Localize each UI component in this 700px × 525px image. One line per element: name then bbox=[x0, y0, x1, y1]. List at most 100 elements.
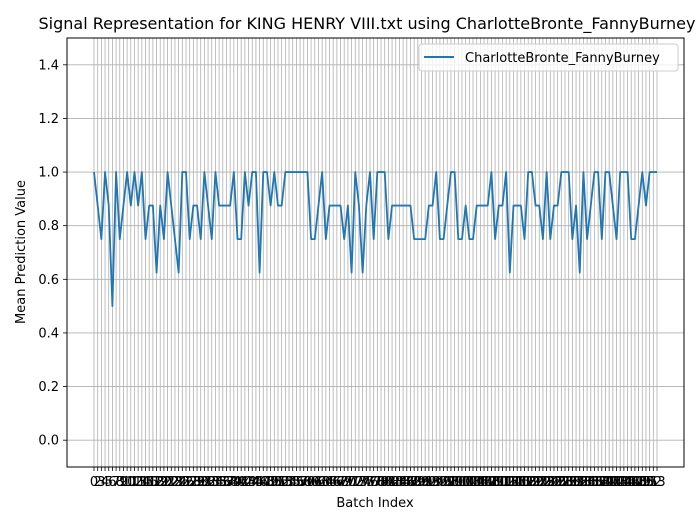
x-tick-label: 84 bbox=[391, 475, 408, 490]
x-tick-label: 0 bbox=[90, 475, 98, 490]
x-tick-label: 23 bbox=[167, 475, 184, 490]
x-tick-label: 25 bbox=[174, 475, 191, 490]
x-tick-label: 48 bbox=[259, 475, 276, 490]
x-tick-label: 10 bbox=[119, 475, 136, 490]
x-tick-label: 11 bbox=[123, 475, 140, 490]
x-tick-label: 137 bbox=[582, 475, 607, 490]
x-tick-label: 138 bbox=[586, 475, 611, 490]
x-tick-label: 98 bbox=[443, 475, 460, 490]
x-tick-label: 121 bbox=[523, 475, 548, 490]
x-tick-label: 147 bbox=[619, 475, 644, 490]
x-tick-label: 144 bbox=[608, 475, 633, 490]
x-tick-label: 38 bbox=[222, 475, 239, 490]
x-tick-label: 16 bbox=[141, 475, 158, 490]
x-tick-label: 68 bbox=[332, 475, 349, 490]
x-tick-label: 24 bbox=[170, 475, 187, 490]
x-tick-label: 102 bbox=[453, 475, 478, 490]
legend: CharlotteBronte_FannyBurney bbox=[418, 43, 679, 72]
x-tick-label: 96 bbox=[435, 475, 452, 490]
x-tick-label: 127 bbox=[545, 475, 570, 490]
x-tick-label: 93 bbox=[424, 475, 441, 490]
x-tick-label: 118 bbox=[512, 475, 537, 490]
x-tick-label: 97 bbox=[439, 475, 456, 490]
x-tick-label: 52 bbox=[273, 475, 290, 490]
x-tick-label: 65 bbox=[321, 475, 338, 490]
series-line bbox=[93, 171, 657, 308]
x-tick-label: 9 bbox=[119, 475, 127, 490]
x-tick-label: 150 bbox=[630, 475, 655, 490]
x-tick-label: 100 bbox=[446, 475, 471, 490]
x-tick-label: 47 bbox=[255, 475, 272, 490]
x-tick-label: 51 bbox=[270, 475, 287, 490]
x-tick-label: 3 bbox=[97, 475, 105, 490]
x-tick-label: 71 bbox=[343, 475, 360, 490]
series-layer bbox=[93, 171, 657, 308]
x-tick-label: 44 bbox=[244, 475, 261, 490]
x-tick-label: 125 bbox=[538, 475, 563, 490]
x-tick-label: 18 bbox=[148, 475, 165, 490]
x-tick-label: 72 bbox=[347, 475, 364, 490]
x-tick-label: 19 bbox=[152, 475, 169, 490]
x-tick-label: 146 bbox=[615, 475, 640, 490]
x-axis-label: Batch Index bbox=[336, 496, 414, 511]
x-tick-label: 145 bbox=[611, 475, 636, 490]
x-tick-label: 37 bbox=[218, 475, 235, 490]
x-tick-label: 85 bbox=[395, 475, 412, 490]
x-tick-label: 105 bbox=[464, 475, 489, 490]
x-tick-label: 80 bbox=[376, 475, 393, 490]
x-tick-label: 122 bbox=[527, 475, 552, 490]
grid bbox=[67, 38, 684, 467]
x-tick-label: 99 bbox=[446, 475, 463, 490]
x-tick-label: 79 bbox=[373, 475, 390, 490]
x-tick-label: 2 bbox=[94, 475, 102, 490]
x-tick-label: 74 bbox=[354, 475, 371, 490]
x-tick-label: 91 bbox=[417, 475, 434, 490]
x-tick-label: 151 bbox=[634, 475, 659, 490]
x-tick-label: 31 bbox=[196, 475, 213, 490]
y-tick-label: 0.6 bbox=[38, 273, 59, 288]
x-tick-label: 64 bbox=[318, 475, 335, 490]
legend-box bbox=[418, 43, 679, 72]
x-tick-label: 76 bbox=[362, 475, 379, 490]
legend-label: CharlotteBronte_FannyBurney bbox=[465, 51, 660, 66]
x-tick-label: 39 bbox=[226, 475, 243, 490]
x-tick-label: 41 bbox=[233, 475, 250, 490]
x-tick-label: 63 bbox=[314, 475, 331, 490]
x-tick-label: 92 bbox=[421, 475, 438, 490]
x-tick-label: 34 bbox=[207, 475, 224, 490]
x-tick-label: 95 bbox=[432, 475, 449, 490]
x-tick-label: 73 bbox=[351, 475, 368, 490]
x-tick-label: 132 bbox=[564, 475, 589, 490]
x-tick-label: 129 bbox=[553, 475, 578, 490]
y-tick-label: 1.4 bbox=[38, 58, 59, 73]
x-tick-label: 114 bbox=[497, 475, 522, 490]
x-tick-label: 27 bbox=[181, 475, 198, 490]
x-tick-label: 77 bbox=[365, 475, 382, 490]
x-tick-label: 130 bbox=[556, 475, 581, 490]
x-tick-label: 42 bbox=[237, 475, 254, 490]
x-tick-label: 75 bbox=[358, 475, 375, 490]
x-tick-label: 111 bbox=[486, 475, 511, 490]
x-tick-label: 13 bbox=[130, 475, 147, 490]
x-tick-label: 81 bbox=[380, 475, 397, 490]
x-tick-label: 142 bbox=[600, 475, 625, 490]
x-tick-label: 124 bbox=[534, 475, 559, 490]
x-tick-label: 35 bbox=[211, 475, 228, 490]
x-tick-label: 119 bbox=[516, 475, 541, 490]
y-tick-label: 1.0 bbox=[38, 166, 59, 181]
x-tick-label: 141 bbox=[597, 475, 622, 490]
x-tick-label: 69 bbox=[336, 475, 353, 490]
x-tick-label: 17 bbox=[145, 475, 162, 490]
x-tick-label: 49 bbox=[262, 475, 279, 490]
x-tick-label: 55 bbox=[284, 475, 301, 490]
x-tick-label: 136 bbox=[578, 475, 603, 490]
x-tick-label: 30 bbox=[192, 475, 209, 490]
x-tick-label: 15 bbox=[137, 475, 154, 490]
x-tick-label: 90 bbox=[413, 475, 430, 490]
x-tick-label: 54 bbox=[281, 475, 298, 490]
x-tick-label: 56 bbox=[288, 475, 305, 490]
x-tick-label: 133 bbox=[567, 475, 592, 490]
y-tick-label: 0.2 bbox=[38, 380, 59, 395]
x-tick-label: 67 bbox=[329, 475, 346, 490]
x-tick-label: 107 bbox=[472, 475, 497, 490]
